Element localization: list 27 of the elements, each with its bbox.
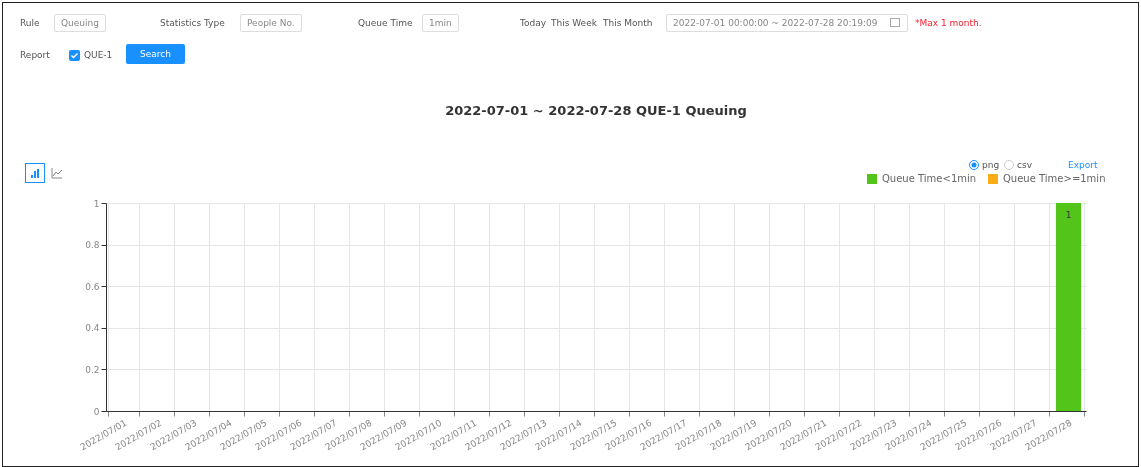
text: Search bbox=[126, 44, 185, 64]
chart-title: 2022-07-01 ~ 2022-07-28 QUE-1 Queuing bbox=[445, 103, 747, 118]
text: csv bbox=[1017, 160, 1032, 170]
y-tick-label: 0.6 bbox=[85, 281, 100, 292]
text: 1min bbox=[422, 14, 459, 32]
y-tick-label: 1 bbox=[93, 198, 100, 209]
text: Statistics Type bbox=[160, 18, 225, 28]
legend-label: Queue Time<1min bbox=[882, 173, 977, 184]
y-tick-label: 0.4 bbox=[85, 323, 100, 334]
text: 2022-07-01 00:00:00 ~ 2022-07-28 20:19:09 bbox=[666, 14, 909, 32]
data-label: 1 bbox=[1065, 210, 1072, 220]
legend-label: Queue Time>=1min bbox=[1003, 173, 1106, 184]
text: This Month bbox=[603, 18, 653, 28]
text: Today bbox=[520, 18, 547, 28]
text: Export bbox=[1068, 160, 1098, 170]
text: Queuing bbox=[54, 14, 106, 32]
text: This Week bbox=[551, 18, 597, 28]
y-tick-label: 0.2 bbox=[85, 364, 100, 375]
text: Rule bbox=[20, 18, 40, 28]
text: Report bbox=[20, 50, 50, 60]
text: Queue Time bbox=[358, 18, 413, 28]
y-tick-label: 0.8 bbox=[85, 240, 100, 251]
text: People No. bbox=[240, 14, 302, 32]
text: QUE-1 bbox=[84, 50, 113, 60]
y-tick-label: 0 bbox=[93, 406, 100, 417]
text: *Max 1 month. bbox=[915, 18, 982, 28]
text: png bbox=[982, 160, 1000, 170]
